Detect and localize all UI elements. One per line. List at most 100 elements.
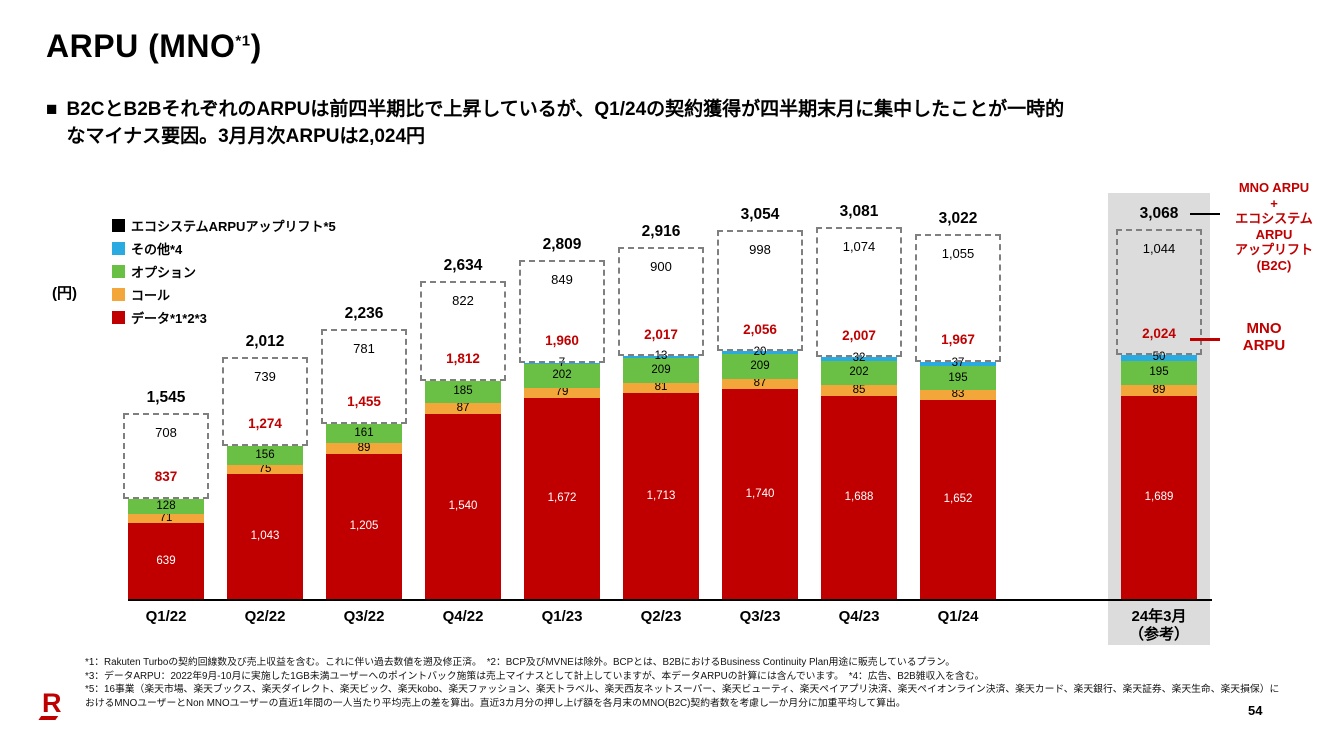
x-axis-label: Q1/24 xyxy=(937,608,979,625)
legend-label: コール xyxy=(131,288,171,303)
bar-segment: 1,689 xyxy=(1121,395,1197,600)
connector-line-mno-arpu xyxy=(1190,338,1220,341)
page-title-sup: *1 xyxy=(235,32,251,50)
bar-segment: 202 xyxy=(821,361,897,386)
bar-total-label: 3,068 xyxy=(1139,204,1179,222)
chart-legend: エコシステムARPUアップリフト*5 その他*4 オプション コール データ*1*2*3 xyxy=(112,216,336,327)
bar-segment: 87 xyxy=(425,401,501,414)
bar-segment: 50 xyxy=(1121,351,1197,364)
bar-total-label: 2,809 xyxy=(542,236,582,254)
x-axis-label: Q2/22 xyxy=(244,608,286,625)
bar-segment: 209 xyxy=(722,353,798,379)
segment-value-label: 75 xyxy=(258,462,272,475)
bar-segment: 32 xyxy=(821,353,897,364)
uplift-value: 739 xyxy=(254,368,276,384)
bar-segment: 37 xyxy=(920,358,996,369)
segment-value-label: 202 xyxy=(849,366,869,379)
ecosystem-uplift-box: 1,074 2,007 xyxy=(816,227,902,358)
legend-swatch xyxy=(112,219,125,232)
segment-value-label: 1,540 xyxy=(448,500,478,513)
bar-segment: 156 xyxy=(227,445,303,465)
segment-value-label: 185 xyxy=(453,385,473,398)
y-axis-unit-label: (円) xyxy=(52,285,77,302)
mno-arpu-value: 1,812 xyxy=(446,351,480,367)
footnote-1: *1：Rakuten Turboの契約回線数及び売上収益を含む。これに伴い過去数… xyxy=(85,657,956,668)
rakuten-logo-letter: R xyxy=(42,688,62,718)
legend-label: オプション xyxy=(131,265,197,280)
bar-total-label: 2,916 xyxy=(641,223,681,241)
segment-value-label: 1,740 xyxy=(745,487,775,500)
segment-value-label: 71 xyxy=(159,511,173,524)
uplift-value: 998 xyxy=(749,242,771,258)
legend-swatch xyxy=(112,265,125,278)
legend-item: その他*4 xyxy=(112,239,336,258)
annotation-mno-arpu: MNO ARPU xyxy=(1242,320,1286,355)
segment-value-label: 89 xyxy=(1152,383,1166,396)
segment-value-label: 79 xyxy=(555,386,569,399)
segment-value-label: 81 xyxy=(654,381,668,394)
segment-value-label: 156 xyxy=(255,448,275,461)
x-axis-label: 24年3月 （参考） xyxy=(1128,608,1189,643)
bar-segment: 128 xyxy=(128,498,204,515)
x-axis-line xyxy=(128,599,1212,601)
x-axis-label: Q3/22 xyxy=(343,608,385,625)
uplift-value: 849 xyxy=(551,272,573,288)
bar-segment: 1,672 xyxy=(524,397,600,600)
subtitle: ■ B2CとB2BそれぞれのARPUは前四半期比で上昇しているが、Q1/24の契… xyxy=(46,97,1064,150)
x-axis-label: Q1/22 xyxy=(145,608,187,625)
bar-segment: 75 xyxy=(227,462,303,475)
segment-value-label: 1,205 xyxy=(349,520,379,533)
footnotes: *1：Rakuten Turboの契約回線数及び売上収益を含む。これに伴い過去数… xyxy=(85,656,1280,711)
footnote-2: *3：データARPU：2022年9月-10月に実施した1GB未満ユーザーへのポイ… xyxy=(85,670,985,682)
legend-item: オプション xyxy=(112,262,336,281)
bar-segment: 20 xyxy=(722,346,798,357)
legend-item: エコシステムARPUアップリフト*5 xyxy=(112,216,336,235)
ecosystem-uplift-box: 998 2,056 xyxy=(717,230,803,352)
bar-segment: 209 xyxy=(623,357,699,383)
x-axis-label: Q4/23 xyxy=(838,608,880,625)
uplift-value: 1,074 xyxy=(842,239,876,255)
bar-total-label: 2,012 xyxy=(245,332,285,350)
segment-value-label: 85 xyxy=(852,383,866,396)
segment-value-label: 89 xyxy=(357,442,371,455)
bullet-square-icon: ■ xyxy=(46,99,58,120)
segment-value-label: 1,713 xyxy=(646,489,676,502)
bar-segment: 89 xyxy=(326,442,402,455)
legend-item: コール xyxy=(112,285,336,304)
bar-segment: 1,205 xyxy=(326,454,402,600)
legend-label: その他*4 xyxy=(131,242,183,257)
segment-value-label: 1,043 xyxy=(250,530,280,543)
bar-segment: 13 xyxy=(623,351,699,362)
connector-line-total xyxy=(1190,213,1220,215)
mno-arpu-value: 837 xyxy=(154,469,178,485)
bar-segment: 7 xyxy=(524,357,600,368)
segment-value-label: 161 xyxy=(354,426,374,439)
bar-total-label: 2,634 xyxy=(443,257,483,275)
bar-segment: 85 xyxy=(821,383,897,396)
segment-value-label: 1,689 xyxy=(1144,491,1174,504)
ecosystem-uplift-box: 822 1,812 xyxy=(420,281,506,381)
x-axis-label: Q4/22 xyxy=(442,608,484,625)
ecosystem-uplift-box: 739 1,274 xyxy=(222,356,308,446)
ecosystem-uplift-box: 900 2,017 xyxy=(618,247,704,357)
bar-segment: 195 xyxy=(1121,361,1197,385)
segment-value-label: 87 xyxy=(456,401,470,414)
segment-value-label: 195 xyxy=(1149,366,1169,379)
segment-value-label: 1,688 xyxy=(844,491,874,504)
segment-value-label: 83 xyxy=(951,388,965,401)
bar-total-label: 3,054 xyxy=(740,206,780,224)
segment-value-label: 50 xyxy=(1152,351,1166,364)
annotation-mno-arpu-plus-uplift: MNO ARPU + エコシステム ARPU アップリフト (B2C) xyxy=(1234,180,1313,273)
bar-segment: 185 xyxy=(425,380,501,404)
mno-arpu-value: 1,960 xyxy=(545,333,579,349)
bar-segment: 79 xyxy=(524,386,600,399)
segment-value-label: 639 xyxy=(156,554,176,567)
segment-value-label: 128 xyxy=(156,499,176,512)
bar-segment: 1,652 xyxy=(920,400,996,600)
ecosystem-uplift-box: 1,044 2,024 xyxy=(1116,228,1202,356)
x-axis-label: Q2/23 xyxy=(640,608,682,625)
legend-swatch xyxy=(112,311,125,324)
footnote-3: *5：16事業（楽天市場、楽天ブックス、楽天ダイレクト、楽天ビック、楽天kobo… xyxy=(85,684,1280,710)
mno-arpu-value: 2,056 xyxy=(743,321,777,337)
mno-arpu-value: 2,007 xyxy=(842,327,876,343)
